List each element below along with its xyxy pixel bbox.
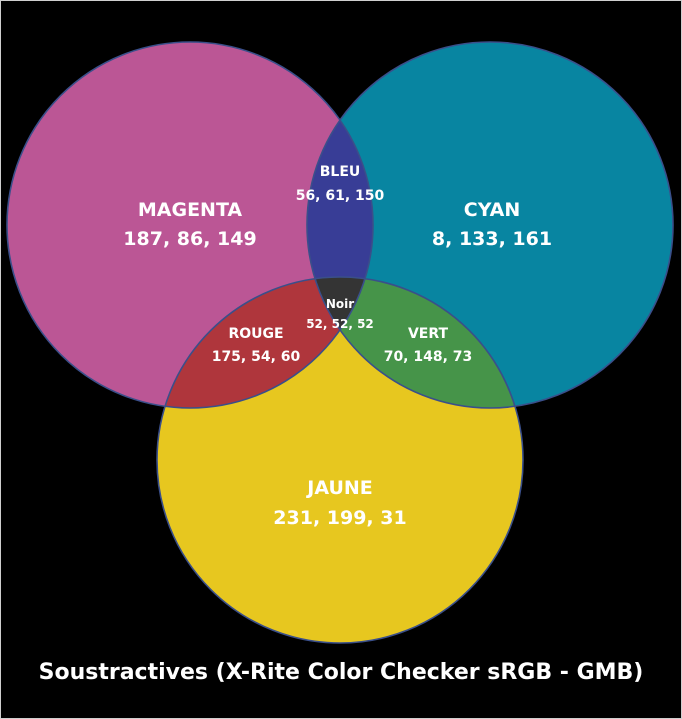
rouge-value: 175, 54, 60 bbox=[212, 349, 301, 365]
cyan-label: CYAN bbox=[464, 199, 521, 221]
jaune-label: JAUNE bbox=[305, 477, 373, 499]
noir-value: 52, 52, 52 bbox=[306, 317, 374, 331]
magenta-value: 187, 86, 149 bbox=[123, 228, 256, 250]
cyan-outline bbox=[306, 41, 674, 409]
noir-label: Noir bbox=[326, 297, 354, 311]
cyan-value: 8, 133, 161 bbox=[432, 228, 552, 250]
rouge-region bbox=[157, 277, 373, 408]
bleu-value: 56, 61, 150 bbox=[296, 188, 385, 204]
rouge-label: ROUGE bbox=[228, 326, 283, 342]
magenta-outline bbox=[6, 41, 374, 409]
vert-value: 70, 148, 73 bbox=[384, 349, 473, 365]
bleu-label: BLEU bbox=[320, 164, 361, 180]
jaune-outline bbox=[156, 276, 524, 644]
vert-region bbox=[307, 277, 523, 408]
vert-label: VERT bbox=[408, 326, 449, 342]
venn-diagram: MAGENTA 187, 86, 149 CYAN 8, 133, 161 JA… bbox=[6, 41, 674, 644]
magenta-label: MAGENTA bbox=[138, 199, 243, 221]
caption-title: Soustractives (X-Rite Color Checker sRGB… bbox=[38, 660, 644, 685]
jaune-value: 231, 199, 31 bbox=[273, 507, 406, 529]
